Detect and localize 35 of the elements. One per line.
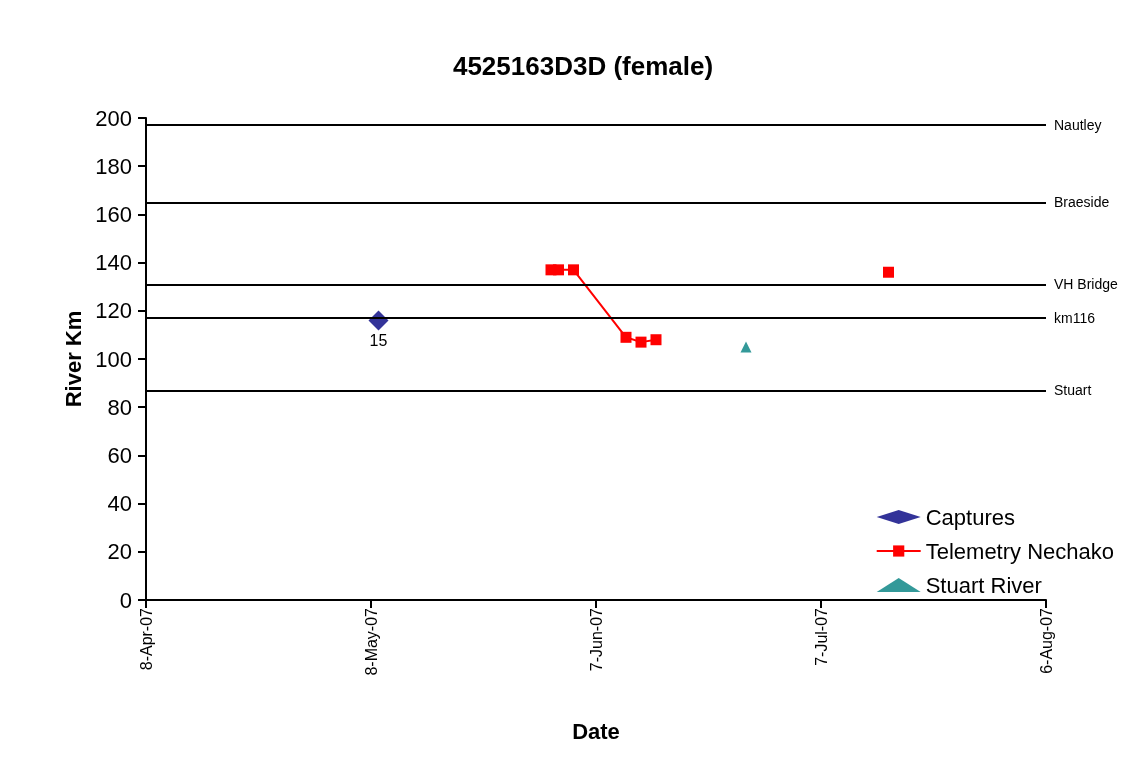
y-tick-label: 100 <box>95 346 132 372</box>
y-tick-label: 120 <box>95 298 132 324</box>
ref-line-label: Nautley <box>1054 117 1102 134</box>
x-axis-title: Date <box>572 718 620 744</box>
y-tick-label: 180 <box>95 153 132 179</box>
y-tick-label: 20 <box>107 539 132 565</box>
point <box>553 264 564 276</box>
legend-label: Stuart River <box>925 572 1042 598</box>
point <box>568 264 579 276</box>
x-tick-label: 8-May-07 <box>362 607 380 676</box>
point <box>650 334 662 346</box>
annotation: 15 <box>369 331 388 349</box>
point <box>635 336 647 348</box>
x-tick-label: 6-Aug-07 <box>1037 607 1055 674</box>
point <box>883 266 894 278</box>
y-tick-label: 160 <box>95 201 132 227</box>
chart-title: 4525163D3D (female) <box>452 51 714 81</box>
y-tick-label: 0 <box>119 587 132 613</box>
y-tick-label: 60 <box>107 442 132 468</box>
ref-line-label: Stuart <box>1054 382 1092 399</box>
legend-label: Captures <box>925 504 1015 530</box>
point <box>740 341 752 353</box>
legend-label: Telemetry Nechako <box>925 538 1115 564</box>
y-axis-title: River Km <box>60 310 86 408</box>
x-tick-label: 7-Jun-07 <box>587 607 605 672</box>
y-tick-label: 40 <box>107 491 132 517</box>
ref-line-label: Braeside <box>1054 194 1110 211</box>
y-tick-label: 200 <box>95 105 132 131</box>
y-tick-label: 80 <box>107 394 132 420</box>
y-tick-label: 140 <box>95 250 132 276</box>
x-tick-label: 8-Apr-07 <box>137 607 155 671</box>
point <box>620 331 632 343</box>
x-tick-label: 7-Jul-07 <box>812 607 830 666</box>
ref-line-label: VH Bridge <box>1054 276 1119 293</box>
ref-line-label: km116 <box>1054 310 1096 327</box>
